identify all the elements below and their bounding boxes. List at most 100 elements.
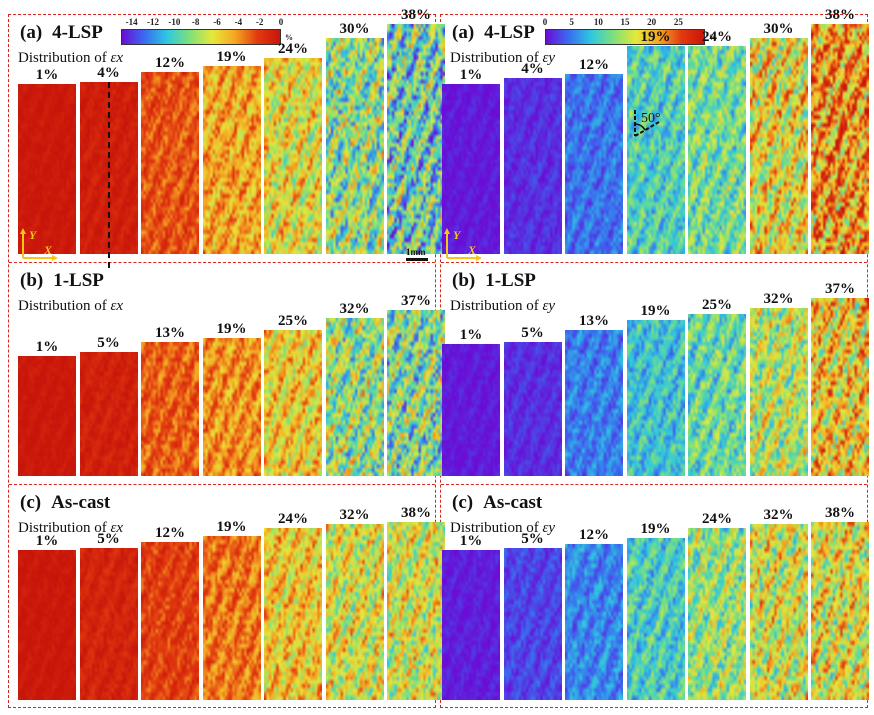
distribution-label: Distribution of εx: [18, 50, 123, 67]
strain-map-strip: [626, 538, 685, 700]
panel-title: 4-LSP: [52, 22, 103, 43]
panel-label-right-4-lsp: (a) 4-LSP: [452, 22, 535, 44]
strain-percent-label: 1%: [35, 67, 59, 83]
strain-map-canvas: [387, 24, 445, 254]
xy-axes-icon: Y X: [20, 228, 58, 261]
strain-percent-label: 5%: [97, 531, 120, 547]
distribution-label: Distribution of εy: [450, 520, 555, 537]
strain-map-canvas: [387, 522, 445, 700]
strain-map-strip: [565, 330, 623, 476]
strain-map-canvas: [264, 330, 322, 476]
strain-map-canvas: [79, 548, 138, 700]
scale-bar-line: [406, 258, 428, 261]
strain-map-strip: [325, 524, 384, 700]
distribution-text: Distribution of: [450, 50, 543, 66]
colorbar-tick-label: 0: [542, 17, 548, 27]
strain-map-strip: [503, 548, 562, 700]
strain-map-canvas: [202, 66, 261, 254]
strain-map-strip: [565, 544, 623, 700]
panel-label-right-1-lsp: (b) 1-LSP: [452, 270, 536, 292]
strain-map-canvas: [387, 310, 445, 476]
strain-map-strip: [141, 72, 199, 254]
panel-letter: (a): [20, 22, 43, 43]
strain-percent-label: 1%: [459, 67, 483, 83]
colorbar-ey: [545, 29, 705, 45]
strain-map-strip: [626, 320, 685, 476]
strain-map-canvas: [18, 84, 76, 254]
strain-percent-label: 4%: [521, 61, 544, 77]
svg-text:Y: Y: [453, 228, 462, 242]
distribution-text: Distribution of: [450, 298, 543, 314]
strain-symbol: εy: [542, 520, 556, 536]
strain-percent-label: 5%: [521, 325, 544, 341]
strain-percent-label: 32%: [763, 507, 794, 523]
strain-percent-label: 38%: [825, 7, 855, 23]
strain-map-strip: [18, 84, 76, 254]
panel-title: 1-LSP: [485, 270, 536, 291]
panel-title: As-cast: [483, 492, 543, 513]
strain-percent-label: 19%: [216, 49, 247, 65]
colorbar-tick-label: -14: [125, 17, 138, 27]
strain-percent-label: 24%: [702, 29, 732, 45]
strain-map-strip: [264, 330, 322, 476]
strain-symbol: εy: [542, 50, 556, 66]
strain-map-strip: [202, 536, 261, 700]
colorbar-tick-label: -10: [168, 17, 181, 27]
strain-percent-label: 19%: [640, 29, 671, 45]
colorbar-tick-label: 5: [569, 17, 574, 27]
strain-percent-label: 38%: [401, 505, 431, 521]
colorbar-tick-label: -12: [147, 17, 159, 27]
strain-map-canvas: [264, 58, 322, 254]
colorbar-ey-ticks: 0 5 10 15 20 25: [542, 17, 705, 29]
strain-map-strip: [688, 314, 746, 476]
svg-text:Y: Y: [29, 228, 38, 242]
strain-percent-label: 1%: [35, 533, 59, 549]
panel-separator: [441, 484, 867, 485]
strain-percent-label: 38%: [825, 505, 855, 521]
xy-axes-indicator: Y X: [20, 228, 60, 261]
colorbar-tick-label: 25: [673, 17, 683, 27]
strain-map-strip: [811, 522, 869, 700]
strain-map-strip: [811, 24, 869, 254]
panel-separator: [9, 484, 435, 485]
scale-bar-label: 1mm: [406, 247, 426, 257]
strain-percent-label: 5%: [521, 531, 544, 547]
strain-map-strip: [325, 38, 384, 254]
strain-map-canvas: [565, 74, 623, 254]
distribution-text: Distribution of: [18, 298, 111, 314]
strain-percent-label: 12%: [579, 527, 609, 543]
strain-symbol: εx: [110, 50, 124, 66]
strain-map-strip: [442, 550, 500, 700]
strain-map-canvas: [141, 72, 199, 254]
strain-map-canvas: [325, 318, 384, 476]
strain-symbol: εx: [110, 520, 124, 536]
strain-percent-label: 19%: [216, 321, 247, 337]
strain-map-strip: [387, 522, 445, 700]
strain-map-strip: [79, 352, 138, 476]
strain-percent-label: 32%: [339, 507, 370, 523]
distribution-label: Distribution of εx: [18, 298, 123, 315]
strain-percent-label: 38%: [401, 7, 431, 23]
strain-map-strip: [442, 344, 500, 476]
strain-map-canvas: [626, 320, 685, 476]
strain-map-canvas: [749, 524, 808, 700]
colorbar-tick-label: 0: [278, 17, 284, 27]
panel-title: 1-LSP: [53, 270, 104, 291]
colorbar-tick-label: -6: [213, 17, 221, 27]
colorbar-ex-ticks: -14 -12 -10 -8 -6 -4 -2 0: [121, 17, 284, 29]
strain-map-canvas: [18, 356, 76, 476]
strain-map-canvas: [264, 528, 322, 700]
strain-map-strip: [202, 338, 261, 476]
strain-map-strip: [626, 46, 685, 254]
strain-map-canvas: [18, 550, 76, 700]
colorbar-tick-label: 10: [593, 17, 603, 27]
strain-map-strip: [141, 342, 199, 476]
strain-map-strip: [442, 84, 500, 254]
strain-percent-label: 37%: [401, 293, 431, 309]
strain-map-canvas: [442, 344, 500, 476]
distribution-label: Distribution of εy: [450, 50, 555, 67]
distribution-label: Distribution of εx: [18, 520, 123, 537]
strain-percent-label: 12%: [155, 525, 185, 541]
strain-map-strip: [387, 310, 445, 476]
strain-percent-label: 12%: [579, 57, 609, 73]
